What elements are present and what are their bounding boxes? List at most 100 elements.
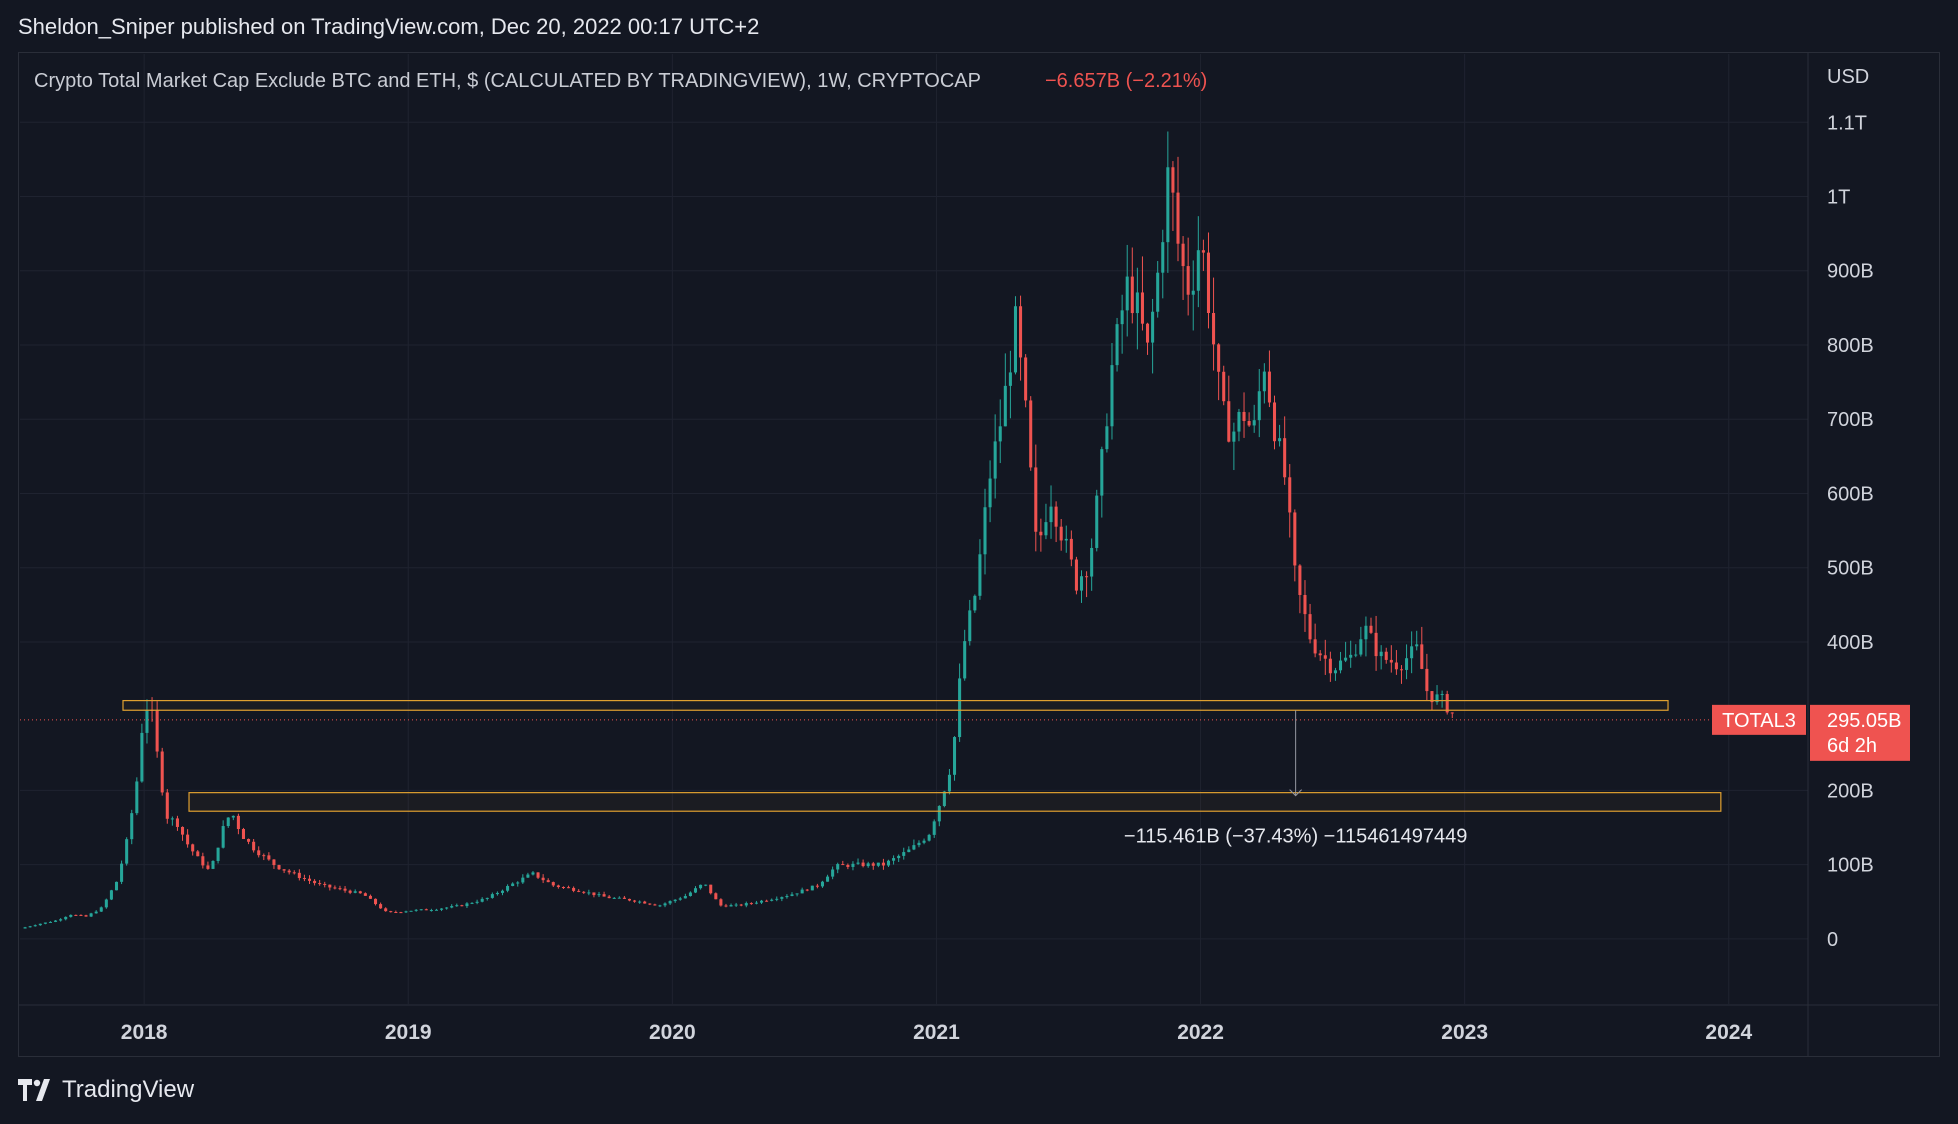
candle-body <box>54 920 58 922</box>
candle-body <box>516 882 520 884</box>
candle-body <box>348 890 352 893</box>
candle-body <box>1288 477 1292 513</box>
candle-body <box>500 890 505 893</box>
candle-body <box>993 441 997 479</box>
candle-body <box>699 884 703 889</box>
candle-body <box>556 885 560 888</box>
candle-body <box>673 899 677 902</box>
candle-body <box>59 919 63 921</box>
candle-body <box>1237 411 1241 432</box>
candle-body <box>424 909 428 911</box>
candle-body <box>145 709 149 733</box>
candle-body <box>1257 391 1261 421</box>
candle-body <box>160 751 164 793</box>
x-tick-label: 2021 <box>913 1021 960 1044</box>
candle-body <box>292 872 296 874</box>
candle-body <box>1374 632 1378 657</box>
candle-body <box>704 884 708 886</box>
x-tick-label: 2020 <box>649 1021 696 1044</box>
candle-body <box>1085 576 1089 578</box>
x-tick-label: 2018 <box>121 1021 168 1044</box>
candle-body <box>394 912 398 914</box>
candle-body <box>64 916 68 920</box>
candle-body <box>1379 651 1383 657</box>
candle-body <box>739 904 743 906</box>
support-zone <box>188 792 1722 812</box>
candle-body <box>445 907 449 909</box>
candle-body <box>1267 371 1271 403</box>
candle-body <box>587 892 591 894</box>
candle-body <box>658 905 662 907</box>
candle-body <box>1399 669 1404 671</box>
candle-body <box>922 840 926 843</box>
candle-body <box>1227 401 1231 442</box>
candle-body <box>358 891 362 894</box>
candle-body <box>765 900 769 902</box>
candle-body <box>99 907 103 912</box>
last-price-label: 295.05B <box>1827 710 1902 732</box>
candle-body <box>927 834 931 841</box>
candle-body <box>460 905 464 907</box>
candle-body <box>440 908 444 910</box>
legend-title: Crypto Total Market Cap Exclude BTC and … <box>34 70 981 92</box>
measure-tool: −115.461B (−37.43%) −115461497449 <box>1124 710 1467 848</box>
candle-body <box>404 911 408 913</box>
candle-body <box>861 862 865 867</box>
candle-body <box>709 884 713 894</box>
candle-body <box>663 903 667 906</box>
candle-body <box>1323 655 1327 659</box>
candle-body <box>968 610 972 642</box>
support-zones <box>20 699 1808 812</box>
candle-body <box>368 895 372 899</box>
candle-body <box>302 878 306 880</box>
candle-body <box>643 901 647 904</box>
candle-body <box>1120 310 1124 325</box>
candle-body <box>1278 438 1282 442</box>
candle-body <box>1019 306 1023 358</box>
candle-body <box>826 876 830 882</box>
brand-name[interactable]: TradingView <box>62 1076 195 1103</box>
countdown-label: 6d 2h <box>1827 735 1877 757</box>
y-tick-label: 400B <box>1827 632 1874 654</box>
candle-body <box>28 926 32 928</box>
candle-body <box>318 883 322 885</box>
candle-body <box>988 478 992 508</box>
candle-body <box>114 881 119 891</box>
candle-body <box>668 901 672 904</box>
candle-body <box>1262 371 1266 392</box>
candle-body <box>465 903 469 907</box>
candle-body <box>84 915 88 917</box>
candle-body <box>1054 506 1058 527</box>
candle-body <box>1247 420 1251 426</box>
candle-body <box>1384 651 1388 660</box>
candle-body <box>1420 644 1424 669</box>
candle-body <box>937 805 941 822</box>
candle-body <box>1435 694 1439 703</box>
axes: USD 1.1T 1T 900B 800B 700B 600B 500B 400B 200B 100… <box>19 53 1938 1056</box>
candle-body <box>206 865 210 869</box>
candle-body <box>551 882 555 886</box>
candle-body <box>978 554 982 596</box>
candle-body <box>1008 372 1012 386</box>
candle-body <box>267 855 271 860</box>
candle-body <box>216 847 220 861</box>
candle-body <box>490 894 494 898</box>
candle-body <box>633 900 637 902</box>
candle-body <box>1125 276 1129 311</box>
candle-body <box>374 898 378 905</box>
candle-body <box>241 829 245 840</box>
candle-body <box>1313 639 1317 654</box>
candle-body <box>23 927 27 929</box>
candle-body <box>511 883 515 886</box>
candle-body <box>343 888 347 891</box>
tradingview-logo-icon[interactable] <box>18 1079 54 1101</box>
candle-body <box>1212 312 1216 345</box>
candle-body <box>1293 512 1297 566</box>
candle-body <box>886 860 891 866</box>
candle-body <box>1410 646 1414 659</box>
candle-body <box>526 874 530 878</box>
candle-body <box>1354 654 1358 656</box>
y-tick-label: 100B <box>1827 855 1874 877</box>
candle-body <box>48 921 52 923</box>
